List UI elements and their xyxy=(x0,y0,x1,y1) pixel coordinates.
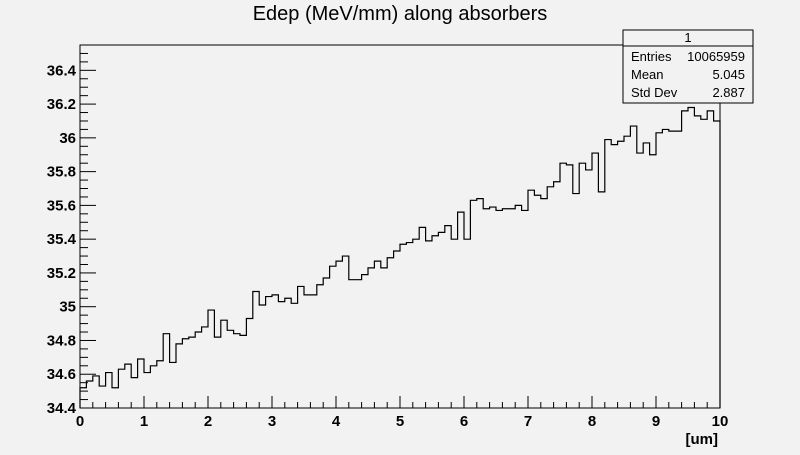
x-tick-label: 9 xyxy=(652,413,660,430)
y-tick-label: 36.2 xyxy=(47,96,76,113)
stats-stddev-label: Std Dev xyxy=(631,85,678,100)
stats-box-title: 1 xyxy=(684,30,691,45)
stats-entries-label: Entries xyxy=(631,49,672,64)
y-tick-label: 34.6 xyxy=(47,366,76,383)
x-axis-label: [um] xyxy=(686,431,719,448)
x-tick-label: 4 xyxy=(332,413,341,430)
histogram-line xyxy=(79,106,721,408)
stats-entries-value: 10065959 xyxy=(687,49,745,64)
x-tick-label: 1 xyxy=(140,413,148,430)
chart-title: Edep (MeV/mm) along absorbers xyxy=(253,3,548,25)
y-tick-label: 35.2 xyxy=(47,265,76,282)
y-tick-label: 34.8 xyxy=(47,332,76,349)
y-tick-label: 36 xyxy=(59,130,76,147)
y-tick-label: 36.4 xyxy=(47,62,77,79)
y-tick-label: 35.4 xyxy=(47,231,77,248)
y-tick-label: 34.4 xyxy=(47,400,77,417)
stats-box-frame xyxy=(622,29,754,104)
x-axis: 0 1 2 3 4 5 6 7 8 9 10 xyxy=(76,396,729,430)
y-tick-label: 35 xyxy=(59,299,76,316)
x-tick-label: 10 xyxy=(712,413,729,430)
plot-frame xyxy=(79,44,721,409)
y-tick-label: 35.6 xyxy=(47,197,76,214)
stats-box: 1 Entries 10065959 Mean 5.045 Std Dev 2.… xyxy=(622,29,754,104)
x-tick-label: 8 xyxy=(588,413,596,430)
stats-mean-value: 5.045 xyxy=(712,67,745,82)
x-tick-label: 2 xyxy=(204,413,212,430)
x-tick-label: 3 xyxy=(268,413,276,430)
x-tick-label: 0 xyxy=(76,413,84,430)
y-axis: 34.4 34.6 34.8 35 35.2 35.4 35.6 35.8 36 36.2 36.4 xyxy=(47,44,96,417)
stats-mean-label: Mean xyxy=(631,67,664,82)
y-tick-label: 35.8 xyxy=(47,164,76,181)
x-tick-label: 6 xyxy=(460,413,468,430)
stats-stddev-value: 2.887 xyxy=(712,85,745,100)
x-tick-label: 5 xyxy=(396,413,404,430)
x-tick-label: 7 xyxy=(524,413,532,430)
